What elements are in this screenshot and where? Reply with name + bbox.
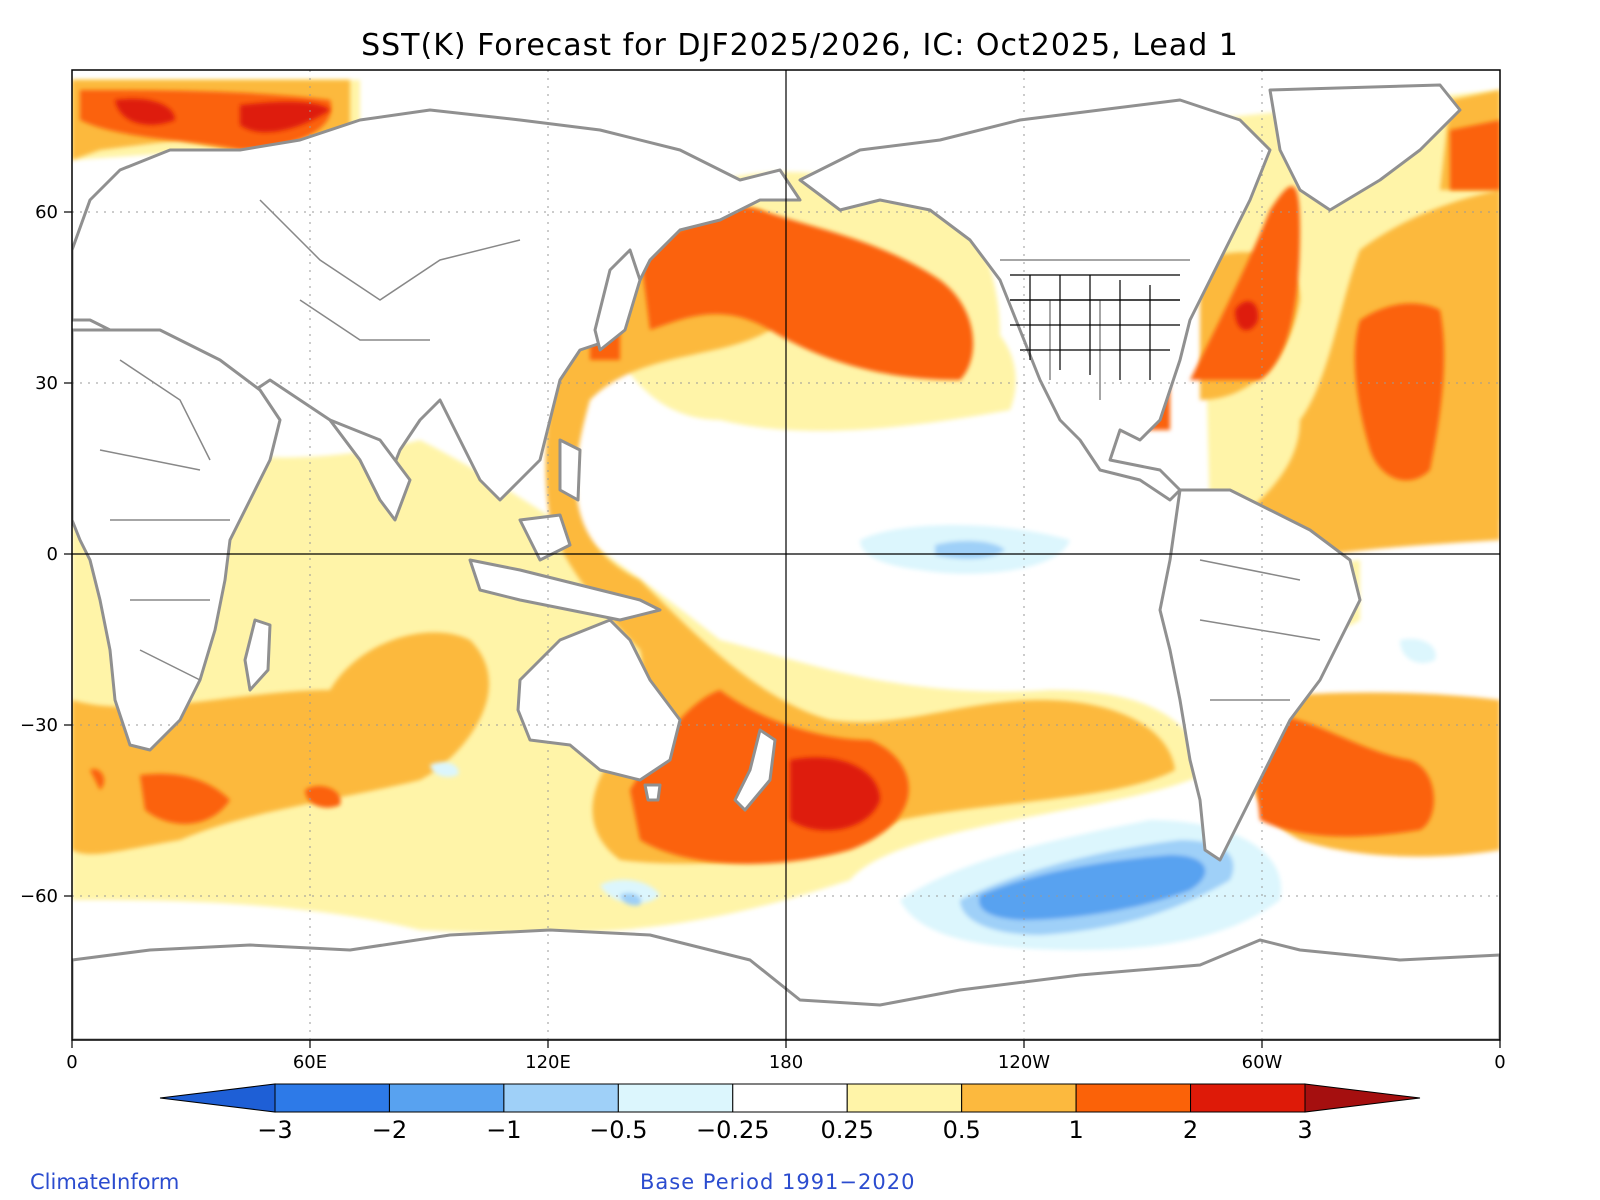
colorbar-bin [1075, 1083, 1192, 1113]
lon-tick-label: 180 [769, 1052, 803, 1073]
land-india [328, 418, 412, 522]
lon-tick-label: 60W [1242, 1052, 1283, 1073]
land-tasmania [643, 783, 662, 802]
us-states [1010, 274, 1180, 380]
land-new-zealand [733, 728, 777, 812]
colorbar-label: 1 [1068, 1116, 1083, 1144]
land-japan [593, 248, 642, 352]
lon-tick-label: 0 [66, 1052, 77, 1073]
lat-tick-label: 30 [35, 373, 58, 394]
chart-title: SST(K) Forecast for DJF2025/2026, IC: Oc… [361, 28, 1239, 63]
colorbar-label: −3 [257, 1116, 292, 1144]
colorbar-label: 2 [1183, 1116, 1198, 1144]
anomaly-2-3 [115, 98, 1259, 831]
land-indonesia [468, 558, 662, 622]
anomaly-negative [430, 525, 1436, 950]
colorbar-bin [961, 1083, 1077, 1113]
land-borneo [518, 513, 572, 562]
colorbar-bin [846, 1083, 963, 1113]
credit-climateinform: ClimateInform [30, 1170, 180, 1194]
lat-tick-labels: 60 30 0 −30 −60 [20, 202, 58, 907]
colorbar-label: −0.25 [696, 1116, 770, 1144]
colorbar: −3 −2 −1 −0.5 −0.25 0.25 0.5 1 2 3 [159, 1083, 1421, 1144]
lon-tick-label: 60E [293, 1052, 327, 1073]
base-period-label: Base Period 1991−2020 [640, 1170, 916, 1194]
land-antarctica [72, 928, 1500, 1040]
colorbar-label: −2 [372, 1116, 407, 1144]
lon-tick-labels: 0 60E 120E 180 120W 60W 0 [66, 1052, 1505, 1073]
colorbar-bin-low-extend [159, 1083, 276, 1113]
land-madagascar [243, 618, 272, 692]
axis-ticks [64, 211, 1501, 1048]
lat-tick-label: 60 [35, 202, 58, 223]
lon-tick-label: 120W [998, 1052, 1050, 1073]
colorbar-bin [1190, 1083, 1306, 1113]
colorbar-bin [274, 1083, 390, 1113]
colorbar-bin [503, 1083, 619, 1113]
colorbar-bin [617, 1083, 734, 1113]
land-greenland [1268, 83, 1462, 212]
land-south-america [1158, 488, 1362, 862]
land-australia [516, 618, 682, 782]
land-philippines [558, 438, 582, 502]
lon-tick-label: 120E [525, 1052, 571, 1073]
colorbar-label: 0.25 [821, 1116, 874, 1144]
lat-tick-label: −30 [20, 715, 58, 736]
colorbar-bin-high-extend [1304, 1083, 1421, 1113]
colorbar-label: −1 [486, 1116, 521, 1144]
lon-tick-label: 0 [1494, 1052, 1505, 1073]
colorbar-label: 3 [1297, 1116, 1312, 1144]
anomaly-field [72, 70, 1500, 1040]
lat-tick-label: 0 [47, 544, 58, 565]
colorbar-bin [732, 1083, 848, 1113]
colorbar-label: 0.5 [943, 1116, 981, 1144]
lat-tick-label: −60 [20, 886, 58, 907]
colorbar-label: −0.5 [589, 1116, 647, 1144]
colorbar-bin [388, 1083, 505, 1113]
